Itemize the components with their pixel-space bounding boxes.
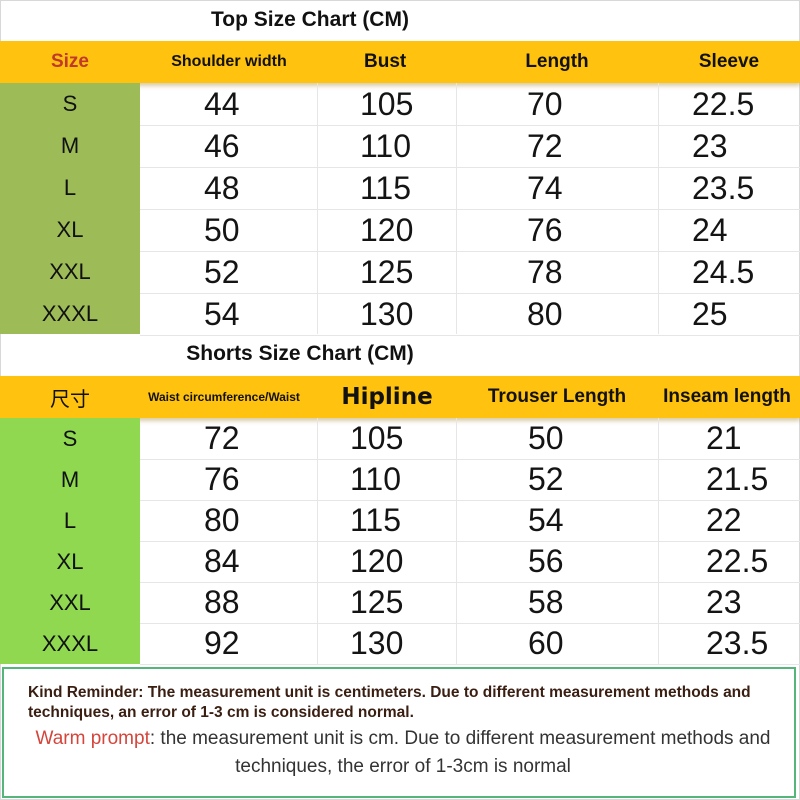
header-length: Length (525, 51, 589, 72)
measurement-value: 23.5 (692, 169, 755, 206)
size-label: M (60, 133, 80, 158)
size-label: XXL (49, 589, 91, 615)
size-label: XXXL (41, 301, 99, 326)
table-row: 46 110 72 23 (140, 125, 800, 168)
measurement-value: 110 (350, 461, 402, 497)
top-size-column (0, 83, 140, 334)
top-size-chart-title: Top Size Chart (CM) (211, 8, 409, 31)
table-row: 72 105 50 21 (140, 418, 800, 460)
measurement-value: 24 (692, 211, 728, 248)
measurement-value: 52 (204, 253, 240, 290)
top-divider (658, 83, 659, 334)
measurement-value: 130 (360, 295, 414, 332)
header-size: Size (50, 51, 90, 72)
table-row: 52 125 78 24.5 (140, 251, 800, 294)
table-row: 76 110 52 21.5 (140, 459, 800, 501)
shorts-size-chart-title: Shorts Size Chart (CM) (186, 342, 414, 365)
measurement-note-box: Kind Reminder: The measurement unit is c… (2, 667, 796, 798)
kind-reminder-text: Kind Reminder: The measurement unit is c… (28, 684, 751, 721)
measurement-value: 50 (204, 211, 240, 248)
size-label: L (63, 507, 77, 533)
size-label: S (62, 91, 78, 116)
header-sleeve: Sleeve (698, 51, 760, 72)
measurement-value: 72 (204, 420, 240, 456)
measurement-value: 72 (527, 127, 563, 164)
measurement-value: 23.5 (706, 625, 769, 661)
header-bust: Bust (364, 51, 407, 72)
measurement-value: 50 (528, 420, 564, 456)
measurement-value: 125 (350, 584, 404, 620)
warm-prompt-label: Warm prompt (35, 728, 150, 749)
measurement-value: 56 (528, 543, 564, 579)
table-row: 48 115 74 23.5 (140, 167, 800, 210)
header-shoulder-width: Shoulder width (171, 53, 287, 70)
top-size-table: Size Shoulder width Bust Length Sleeve S… (0, 41, 800, 336)
measurement-value: 130 (350, 625, 404, 661)
measurement-value: 22 (706, 502, 742, 538)
size-label: L (63, 175, 77, 200)
table-row: 80 115 54 22 (140, 500, 800, 542)
top-table-header: Size Shoulder width Bust Length Sleeve (0, 41, 800, 83)
measurement-value: 54 (204, 295, 240, 332)
measurement-value: 76 (204, 461, 240, 497)
measurement-value: 21 (706, 420, 742, 456)
measurement-value: 78 (527, 253, 563, 290)
size-label: S (62, 425, 78, 451)
header-waist: Waist circumference/Waist (148, 390, 300, 404)
measurement-value: 70 (527, 85, 563, 122)
header-hipline: Hipline (341, 384, 433, 410)
measurement-value: 48 (204, 169, 240, 206)
measurement-value: 105 (350, 420, 404, 456)
measurement-value: 120 (360, 211, 414, 248)
measurement-value: 115 (350, 502, 402, 538)
size-label: XXL (49, 259, 91, 284)
measurement-value: 23 (706, 584, 742, 620)
shorts-table-header: 尺寸 Waist circumference/Waist Hipline Tro… (0, 376, 800, 418)
top-divider (317, 83, 318, 334)
measurement-value: 120 (350, 543, 404, 579)
header-inseam-length: Inseam length (663, 386, 791, 407)
measurement-value: 115 (360, 169, 412, 206)
measurement-value: 84 (204, 543, 240, 579)
size-label: XXXL (41, 630, 99, 656)
measurement-value: 88 (204, 584, 240, 620)
measurement-value: 80 (204, 502, 240, 538)
header-trouser-length: Trouser Length (487, 386, 627, 407)
size-label: M (60, 466, 80, 492)
measurement-value: 125 (360, 253, 414, 290)
measurement-value: 74 (527, 169, 563, 206)
measurement-value: 21.5 (706, 461, 769, 497)
size-label: XL (56, 217, 84, 242)
shorts-size-table: 尺寸 Waist circumference/Waist Hipline Tro… (0, 376, 800, 665)
measurement-value: 58 (528, 584, 564, 620)
measurement-value: 44 (204, 85, 240, 122)
table-row: 84 120 56 22.5 (140, 541, 800, 583)
warm-prompt-text: Warm prompt: the measurement unit is cm.… (18, 725, 788, 781)
measurement-value: 60 (528, 625, 564, 661)
measurement-value: 76 (527, 211, 563, 248)
measurement-value: 24.5 (692, 253, 755, 290)
measurement-value: 105 (360, 85, 414, 122)
measurement-value: 52 (528, 461, 564, 497)
table-row: 92 130 60 23.5 (140, 623, 800, 665)
measurement-value: 23 (692, 127, 728, 164)
measurement-value: 46 (204, 127, 240, 164)
size-label: XL (56, 548, 84, 574)
table-row: 50 120 76 24 (140, 209, 800, 252)
measurement-value: 25 (692, 295, 728, 332)
measurement-value: 22.5 (706, 543, 769, 579)
table-row: 44 105 70 22.5 (140, 83, 800, 126)
measurement-value: 22.5 (692, 85, 755, 122)
header-size-cn: 尺寸 (50, 388, 90, 411)
table-row: 88 125 58 23 (140, 582, 800, 624)
measurement-value: 54 (528, 502, 564, 538)
measurement-value: 80 (527, 295, 563, 332)
shorts-size-column (0, 418, 140, 664)
measurement-value: 110 (360, 127, 412, 164)
table-row: 54 130 80 25 (140, 293, 800, 336)
warm-prompt-body: : the measurement unit is cm. Due to dif… (149, 728, 771, 777)
measurement-value: 92 (204, 625, 240, 661)
top-divider (456, 83, 457, 334)
